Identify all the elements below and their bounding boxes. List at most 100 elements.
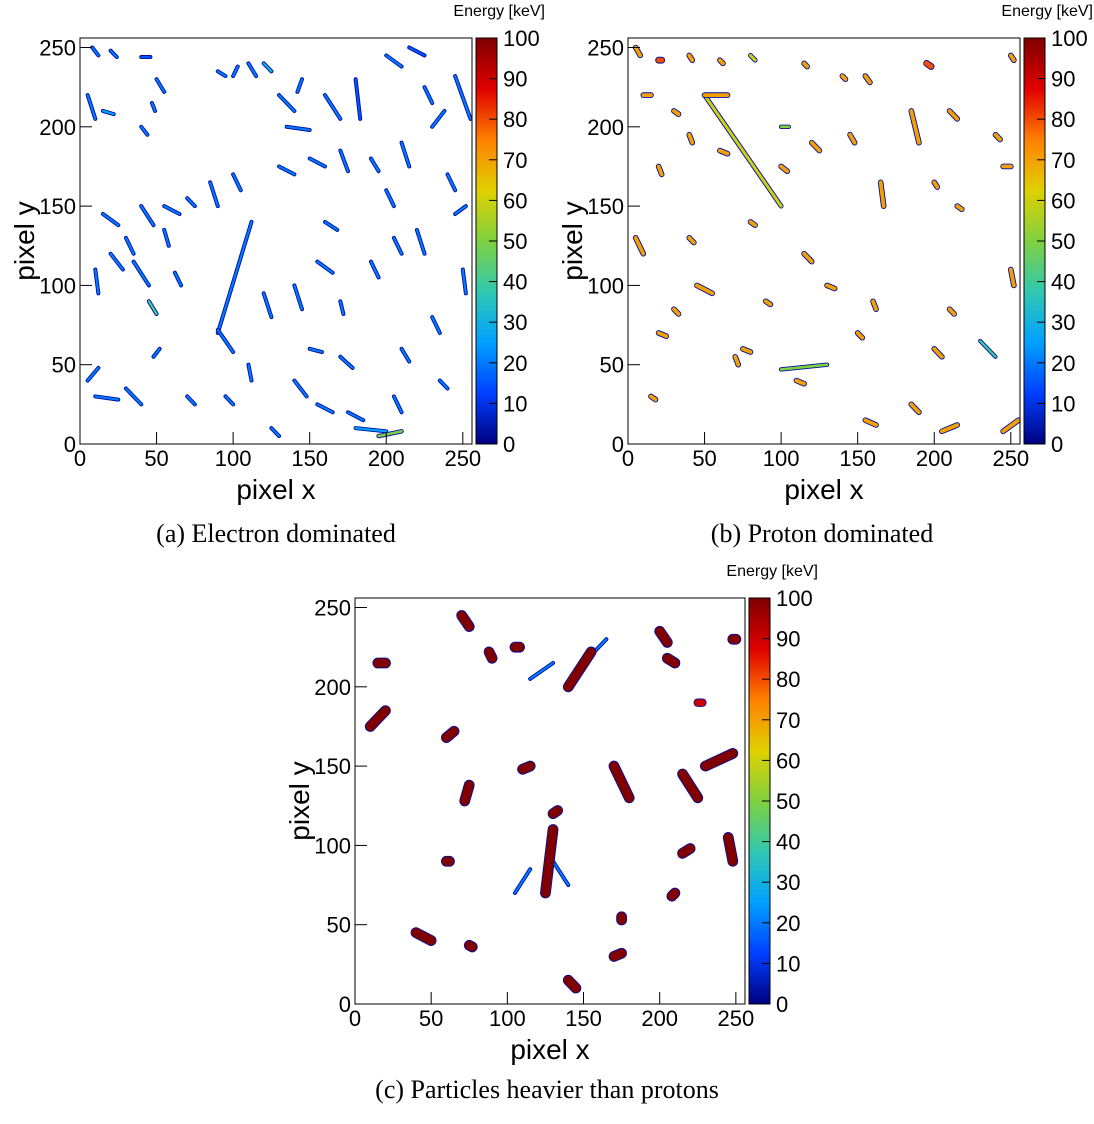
track xyxy=(979,339,997,358)
track xyxy=(633,45,643,58)
y-tick-label: 200 xyxy=(587,115,624,140)
plot-frame xyxy=(79,37,473,445)
track xyxy=(369,157,380,173)
track xyxy=(678,844,695,858)
track xyxy=(216,70,227,78)
track xyxy=(932,180,940,189)
track xyxy=(209,181,219,208)
track xyxy=(667,888,680,901)
z-tick-label: 40 xyxy=(776,830,800,855)
track xyxy=(655,626,672,647)
track xyxy=(909,109,921,145)
track xyxy=(385,189,395,208)
track xyxy=(656,164,664,177)
track xyxy=(232,173,242,192)
track xyxy=(878,180,886,209)
track xyxy=(150,101,157,113)
x-tick-label: 150 xyxy=(291,446,328,471)
z-tick-label: 100 xyxy=(1051,26,1088,51)
track xyxy=(855,331,865,340)
track xyxy=(687,132,695,145)
track xyxy=(86,366,100,382)
z-tick-label: 0 xyxy=(503,432,515,457)
z-tick-label: 90 xyxy=(503,67,527,92)
track xyxy=(132,260,150,287)
track xyxy=(703,93,783,208)
x-tick-label: 100 xyxy=(763,446,800,471)
track xyxy=(656,331,669,339)
track xyxy=(354,78,362,120)
tracks xyxy=(85,45,472,439)
track xyxy=(924,60,934,70)
z-tick-label: 60 xyxy=(1051,188,1075,213)
z-tick-label: 60 xyxy=(776,748,800,773)
track xyxy=(354,427,388,433)
track xyxy=(909,402,921,415)
track xyxy=(385,54,403,68)
z-tick-label: 10 xyxy=(1051,391,1075,416)
x-tick-label: 200 xyxy=(641,1006,678,1031)
track xyxy=(672,307,681,316)
y-tick-label: 250 xyxy=(587,36,624,61)
track xyxy=(224,395,235,406)
track xyxy=(633,235,646,256)
x-tick-label: 200 xyxy=(368,446,405,471)
x-tick-label: 250 xyxy=(718,1006,755,1031)
z-tick-label: 50 xyxy=(776,789,800,814)
track xyxy=(140,205,155,227)
track xyxy=(563,647,596,692)
track xyxy=(551,860,570,887)
track xyxy=(794,378,806,386)
track xyxy=(548,806,563,819)
track xyxy=(277,94,296,113)
z-tick-label: 60 xyxy=(503,188,527,213)
track xyxy=(678,769,703,803)
track xyxy=(392,395,403,414)
track xyxy=(932,346,944,359)
track xyxy=(124,236,135,255)
track xyxy=(247,62,258,78)
track xyxy=(316,403,334,414)
track xyxy=(779,164,790,174)
z-tick-label: 10 xyxy=(503,391,527,416)
track xyxy=(411,928,436,946)
y-tick-label: 100 xyxy=(314,833,351,858)
z-tick-label: 70 xyxy=(503,148,527,173)
track xyxy=(270,427,281,438)
y-tick-label: 0 xyxy=(612,432,624,457)
y-tick-label: 50 xyxy=(600,353,624,378)
track xyxy=(323,94,342,120)
track xyxy=(748,53,757,62)
track xyxy=(293,379,308,398)
colorbar-label: Energy [keV] xyxy=(726,563,818,580)
track xyxy=(563,975,581,993)
track xyxy=(186,197,196,208)
track xyxy=(460,780,474,806)
z-tick-label: 50 xyxy=(1051,229,1075,254)
x-tick-label: 100 xyxy=(215,446,252,471)
y-tick-label: 150 xyxy=(39,194,76,219)
track xyxy=(871,299,878,312)
track xyxy=(408,46,426,57)
y-tick-label: 50 xyxy=(327,913,351,938)
track xyxy=(940,423,960,434)
track xyxy=(163,205,181,216)
track xyxy=(809,140,822,153)
track xyxy=(392,236,403,255)
track xyxy=(863,418,878,427)
track xyxy=(947,307,957,316)
x-tick-label: 0 xyxy=(74,446,86,471)
z-tick-label: 0 xyxy=(776,992,788,1017)
y-tick-label: 0 xyxy=(339,992,351,1017)
track xyxy=(285,125,311,132)
colorbar-label: Energy [keV] xyxy=(453,3,545,20)
track xyxy=(247,363,253,382)
track xyxy=(147,300,158,316)
track xyxy=(369,260,380,279)
x-tick-label: 50 xyxy=(419,1006,443,1031)
z-tick-label: 70 xyxy=(776,708,800,733)
track xyxy=(662,653,680,668)
track xyxy=(609,761,634,803)
y-axis-label: pixel y xyxy=(284,761,315,840)
